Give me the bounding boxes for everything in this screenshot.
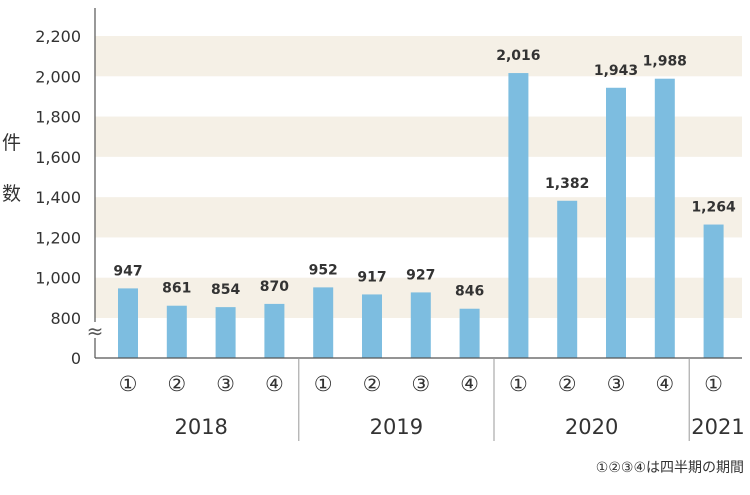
- year-label: 2021: [691, 415, 744, 439]
- y-tick-label: 2,000: [35, 67, 81, 86]
- x-tick-label: ②: [167, 372, 186, 396]
- value-label: 861: [162, 281, 191, 297]
- value-label: 2,016: [496, 48, 540, 64]
- year-label: 2019: [370, 415, 423, 439]
- bar: [703, 224, 724, 358]
- bar: [118, 288, 138, 358]
- value-label: 917: [357, 269, 386, 285]
- value-label: 1,943: [594, 63, 638, 79]
- y-tick-label: 800: [50, 309, 81, 328]
- bar: [459, 308, 480, 358]
- bar: [606, 87, 626, 358]
- x-tick-label: ①: [314, 372, 333, 396]
- year-label: 2020: [565, 415, 618, 439]
- bars: [118, 73, 724, 359]
- bar: [508, 73, 529, 358]
- axes: ≈: [82, 8, 742, 441]
- x-tick-label: ③: [607, 372, 626, 396]
- value-label: 846: [455, 284, 484, 300]
- value-label: 927: [406, 267, 435, 283]
- y-tick-label: 1,600: [35, 148, 81, 167]
- y-tick-label: 2,200: [35, 27, 81, 46]
- bar: [215, 307, 236, 358]
- quarter-note: ①②③④は四半期の期間: [595, 460, 744, 476]
- value-label: 870: [260, 279, 289, 295]
- y-axis-label-char-1: 件: [2, 132, 22, 154]
- x-tick-label: ①: [119, 372, 138, 396]
- x-tick-label: ②: [558, 372, 577, 396]
- value-label: 1,988: [643, 54, 687, 70]
- x-tick-label: ④: [460, 372, 479, 396]
- y-axis-tick-labels: 0 800 1,000 1,200 1,400 1,600 1,800 2,000 2,200: [35, 27, 81, 368]
- grid-band-4: [95, 36, 742, 77]
- x-tick-label: ①: [509, 372, 528, 396]
- y-tick-label: 1,200: [35, 228, 81, 247]
- grid-band-2: [95, 197, 742, 238]
- axis-break-mark: ≈: [87, 319, 104, 343]
- value-label: 947: [113, 263, 142, 279]
- x-tick-label: ②: [363, 372, 382, 396]
- bar: [654, 78, 675, 359]
- value-label: 1,382: [545, 176, 589, 192]
- x-tick-label: ④: [265, 372, 284, 396]
- bar: [557, 200, 578, 358]
- value-labels: 947 861 854 870 952 917 927 846 2,016 1,382 1,943 1…: [113, 48, 736, 300]
- bar: [313, 287, 334, 358]
- year-label: 2018: [174, 415, 227, 439]
- y-axis-label-char-2: 数: [2, 183, 22, 205]
- x-tick-label: ③: [411, 372, 430, 396]
- y-tick-label: 1,400: [35, 188, 81, 207]
- bar: [166, 305, 187, 358]
- grid-band-3: [95, 116, 742, 157]
- grid-bands: [95, 36, 742, 318]
- x-axis-quarter-labels: ① ② ③ ④ ① ② ③ ④ ① ② ③ ④ ①: [119, 372, 723, 396]
- bar: [264, 303, 285, 358]
- x-tick-label: ④: [655, 372, 674, 396]
- x-tick-label: ③: [216, 372, 235, 396]
- y-tick-label: 1,800: [35, 108, 81, 127]
- value-label: 854: [211, 282, 240, 298]
- y-tick-label: 0: [71, 349, 81, 368]
- bar: [410, 292, 431, 358]
- axis-break-mask: [82, 322, 108, 338]
- x-axis-year-labels: 2018 2019 2020 2021: [174, 415, 744, 439]
- y-tick-label: 1,000: [35, 269, 81, 288]
- x-tick-label: ①: [704, 372, 723, 396]
- value-label: 1,264: [691, 200, 736, 216]
- bar: [362, 294, 382, 358]
- value-label: 952: [309, 262, 338, 278]
